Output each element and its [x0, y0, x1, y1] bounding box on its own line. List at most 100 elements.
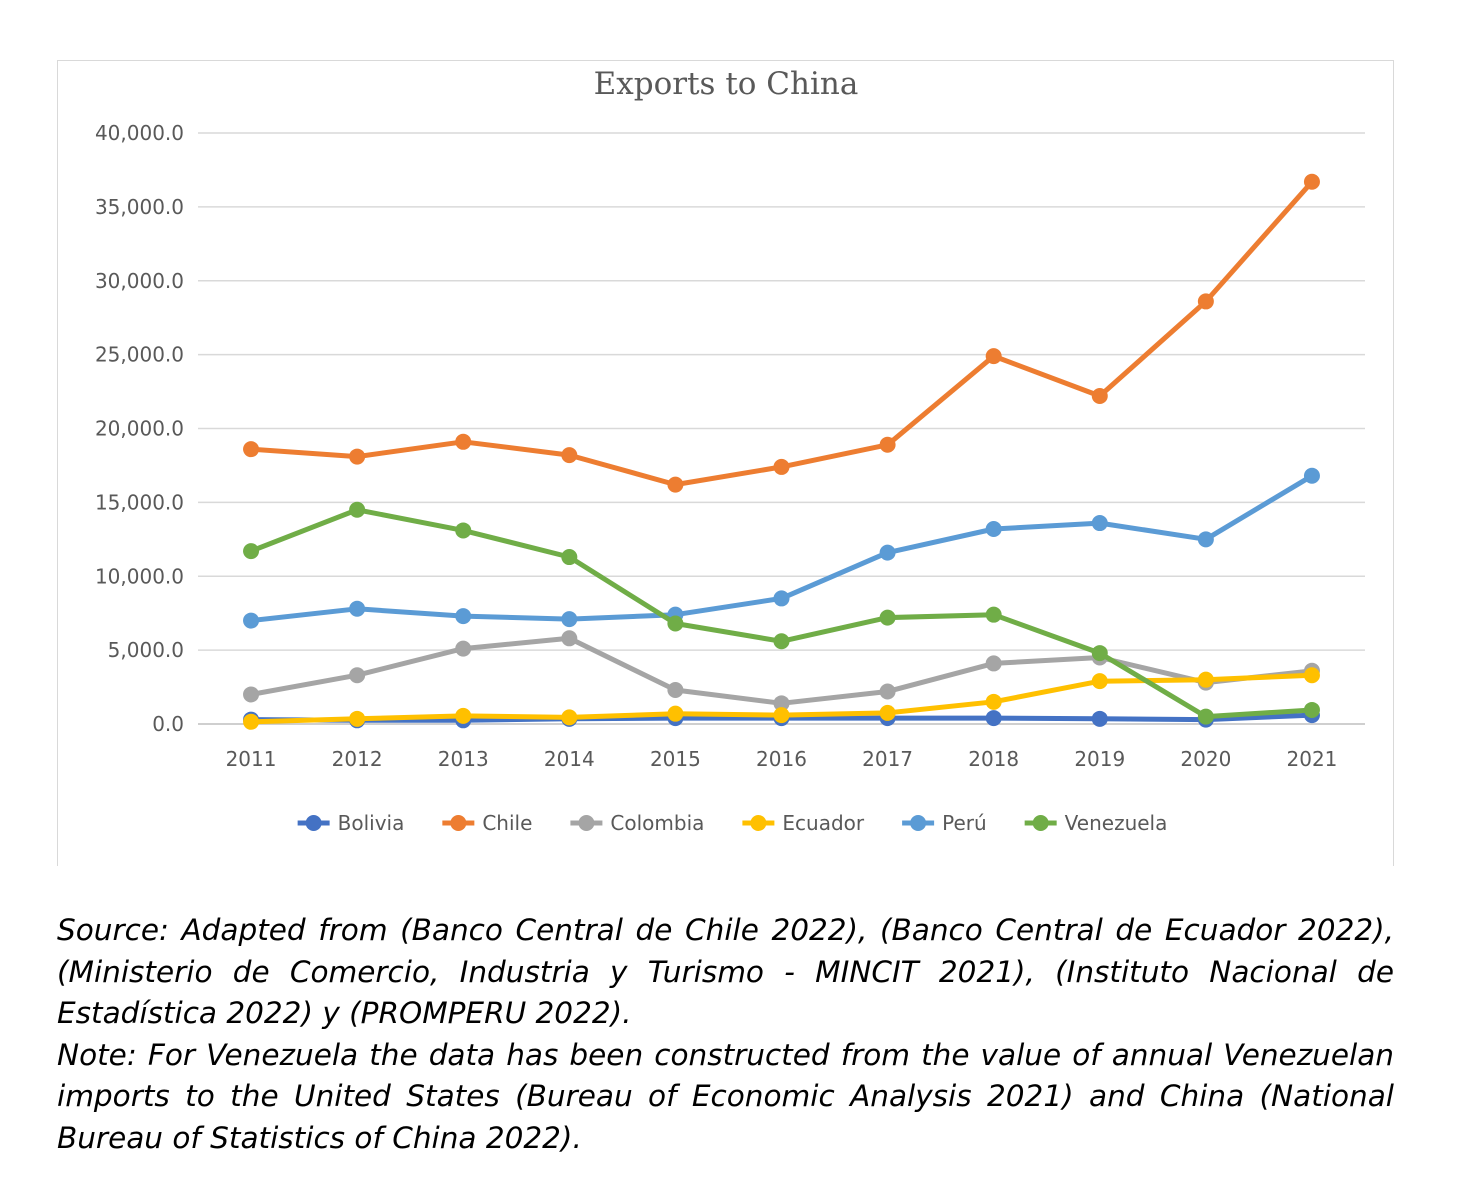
legend-item-colombia: Colombia [570, 811, 704, 835]
data-point-chile [1197, 293, 1214, 310]
data-point-bolivia [1091, 710, 1108, 727]
data-point-per- [243, 612, 260, 629]
x-tick-label: 2016 [756, 747, 807, 771]
data-point-chile [1091, 387, 1108, 404]
x-tick-label: 2019 [1074, 747, 1125, 771]
gridlines [198, 132, 1365, 725]
data-point-ecuador [561, 709, 578, 726]
legend-label: Perú [942, 811, 987, 835]
legend-swatch-marker [910, 815, 927, 831]
data-point-colombia [985, 655, 1002, 672]
data-point-venezuela [667, 615, 684, 632]
legend-label: Bolivia [338, 811, 405, 835]
x-tick-label: 2021 [1287, 747, 1338, 771]
series-chile [243, 173, 1320, 493]
legend-label: Colombia [610, 811, 704, 835]
data-point-colombia [879, 683, 896, 700]
y-tick-label: 35,000.0 [95, 195, 184, 219]
legend-swatch-marker [450, 815, 467, 831]
data-point-venezuela [1197, 708, 1214, 725]
data-point-venezuela [243, 543, 260, 560]
data-point-chile [455, 433, 472, 450]
y-tick-label: 25,000.0 [95, 343, 184, 367]
y-tick-label: 0.0 [152, 712, 184, 736]
y-tick-label: 15,000.0 [95, 490, 184, 514]
data-point-per- [349, 600, 366, 617]
data-point-colombia [455, 640, 472, 657]
data-point-venezuela [349, 501, 366, 518]
legend-swatch-marker [750, 815, 767, 831]
data-point-colombia [773, 695, 790, 712]
data-point-ecuador [1197, 671, 1214, 688]
data-point-ecuador [879, 704, 896, 721]
series-group [243, 173, 1320, 730]
chart-frame: Exports to China 0.0 5,000.0 10,000.0 15,00… [57, 60, 1394, 866]
data-point-per- [1197, 531, 1214, 548]
data-point-colombia [561, 630, 578, 647]
data-point-per- [1091, 515, 1108, 532]
legend-label: Chile [482, 811, 532, 835]
legend-item-chile: Chile [442, 811, 532, 835]
y-tick-label: 10,000.0 [95, 564, 184, 588]
x-tick-label: 2017 [862, 747, 913, 771]
legend-label: Venezuela [1065, 811, 1168, 835]
legend-item-per-: Perú [902, 811, 987, 835]
data-point-ecuador [1303, 667, 1320, 684]
figure-notes: Source: Adapted from (Banco Central de C… [57, 910, 1394, 1159]
data-point-per- [1303, 467, 1320, 484]
data-point-venezuela [773, 633, 790, 650]
y-tick-label: 40,000.0 [95, 121, 184, 145]
data-point-chile [667, 476, 684, 493]
x-tick-label: 2015 [650, 747, 701, 771]
data-point-per- [561, 611, 578, 628]
series-venezuela [243, 501, 1320, 725]
source-note: Source: Adapted from (Banco Central de C… [57, 913, 1394, 1030]
y-tick-label: 5,000.0 [108, 638, 184, 662]
data-point-ecuador [349, 710, 366, 727]
x-tick-label: 2013 [438, 747, 489, 771]
data-point-chile [243, 441, 260, 458]
data-point-colombia [243, 686, 260, 703]
legend-item-bolivia: Bolivia [297, 811, 405, 835]
x-tick-label: 2018 [968, 747, 1019, 771]
data-point-ecuador [1091, 673, 1108, 690]
series-line-chile [248, 179, 1315, 488]
legend-label: Ecuador [782, 811, 864, 835]
data-point-chile [1303, 173, 1320, 190]
data-point-per- [985, 520, 1002, 537]
chart-title: Exports to China [594, 66, 859, 102]
legend-swatch-marker [305, 815, 322, 831]
data-point-per- [773, 590, 790, 607]
data-point-per- [455, 608, 472, 625]
data-point-ecuador [455, 707, 472, 724]
x-tick-label: 2011 [226, 747, 277, 771]
legend-item-venezuela: Venezuela [1024, 811, 1168, 835]
y-tick-label: 20,000.0 [95, 417, 184, 441]
data-point-colombia [349, 667, 366, 684]
data-point-ecuador [667, 705, 684, 722]
legend-swatch-marker [1032, 815, 1049, 831]
line-chart: Exports to China 0.0 5,000.0 10,000.0 15,00… [95, 66, 1365, 835]
x-tick-label: 2014 [544, 747, 595, 771]
legend: Bolivia Chile Colombia Ecuador Perú Venezuela [297, 811, 1168, 835]
data-point-venezuela [1091, 645, 1108, 662]
data-point-chile [561, 447, 578, 464]
data-point-per- [879, 544, 896, 561]
data-point-ecuador [985, 693, 1002, 710]
data-point-venezuela [1303, 701, 1320, 718]
data-point-venezuela [879, 609, 896, 626]
data-point-venezuela [455, 522, 472, 539]
data-point-chile [985, 348, 1002, 365]
x-tick-label: 2020 [1180, 747, 1231, 771]
series-ecuador [243, 667, 1320, 730]
venezuela-note: Note: For Venezuela the data has been co… [57, 1037, 1394, 1155]
y-tick-label: 30,000.0 [95, 269, 184, 293]
data-point-chile [879, 436, 896, 453]
data-point-chile [773, 458, 790, 475]
series-per- [243, 467, 1320, 629]
data-point-chile [349, 448, 366, 465]
data-point-venezuela [985, 606, 1002, 623]
x-axis-ticks: 2011 2012 2013 2014 2015 2016 2017 2018 2019 2020… [226, 747, 1338, 771]
data-point-ecuador [243, 713, 260, 730]
data-point-bolivia [985, 710, 1002, 727]
